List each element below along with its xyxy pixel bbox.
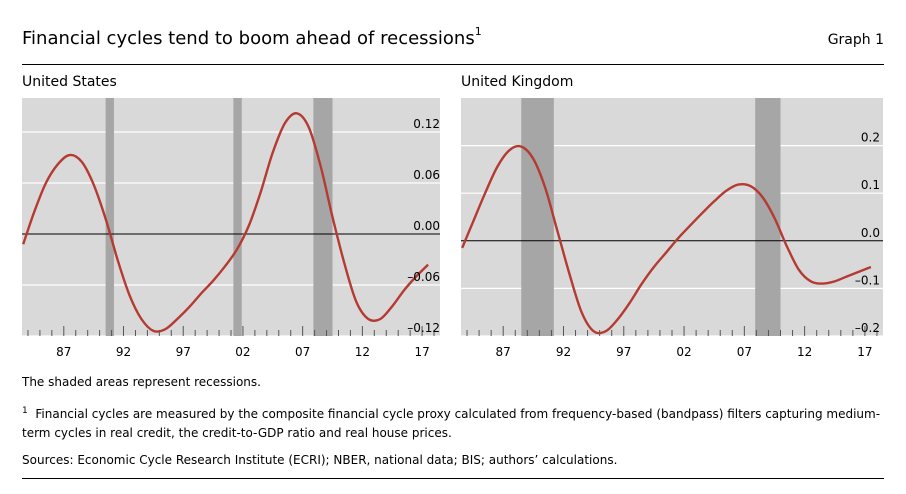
sources-note: Sources: Economic Cycle Research Institu… — [22, 453, 618, 467]
us-x-tick-label-2: 97 — [176, 345, 191, 359]
us-recession-band-2 — [313, 98, 333, 336]
uk-y-tick-label-1: 0.1 — [861, 178, 880, 192]
uk-y-tick-label-0: 0.2 — [861, 131, 880, 145]
us-series-line — [22, 112, 429, 333]
uk-series-line — [461, 144, 872, 335]
uk-y-tick-label-2: 0.0 — [861, 226, 880, 240]
uk-x-tick-label-4: 07 — [737, 345, 752, 359]
graph-title: Financial cycles tend to boom ahead of r… — [22, 25, 482, 49]
title-footnote-marker: 1 — [474, 25, 482, 38]
us-y-tick-label-1: 0.06 — [413, 168, 440, 182]
top-rule — [22, 64, 884, 65]
uk-x-tick-label-1: 92 — [556, 345, 571, 359]
uk-x-tick-label-2: 97 — [616, 345, 631, 359]
footnote-marker: 1 — [22, 406, 28, 416]
uk-x-tick-label-0: 87 — [496, 345, 511, 359]
uk-recession-band-0 — [521, 98, 554, 336]
graph-title-text: Financial cycles tend to boom ahead of r… — [22, 28, 475, 49]
uk-recession-band-1 — [755, 98, 781, 336]
us-x-tick-label-6: 17 — [414, 345, 429, 359]
us-y-tick-label-3: –0.06 — [407, 270, 440, 284]
shading-note: The shaded areas represent recessions. — [22, 375, 261, 389]
us-x-tick-label-0: 87 — [56, 345, 71, 359]
uk-x-tick-label-6: 17 — [857, 345, 872, 359]
charts-canvas: 0.12 0.06 0.00 –0.06 –0.12 87 92 97 02 07 12 17 0.2 0… — [22, 98, 883, 359]
us-recession-band-0 — [105, 98, 114, 336]
panel-title-us: United States — [22, 74, 117, 90]
graph-number: Graph 1 — [827, 32, 884, 48]
panel-title-uk: United Kingdom — [461, 74, 574, 90]
footnote-text: Financial cycles are measured by the com… — [22, 407, 881, 440]
bottom-rule — [22, 478, 884, 479]
us-y-tick-label-0: 0.12 — [413, 117, 440, 131]
us-x-tick-label-5: 12 — [355, 345, 370, 359]
uk-x-tick-label-3: 02 — [676, 345, 691, 359]
us-plot-area — [22, 98, 440, 336]
us-y-tick-label-2: 0.00 — [413, 219, 440, 233]
uk-x-tick-label-5: 12 — [797, 345, 812, 359]
uk-y-tick-label-3: –0.1 — [855, 273, 880, 287]
footnote: 1 Financial cycles are measured by the c… — [22, 402, 884, 443]
us-x-tick-label-1: 92 — [116, 345, 131, 359]
uk-y-tick-label-4: –0.2 — [855, 321, 880, 335]
us-recession-band-1 — [233, 98, 242, 336]
us-x-tick-label-3: 02 — [235, 345, 250, 359]
us-x-tick-label-4: 07 — [295, 345, 310, 359]
us-y-tick-label-4: –0.12 — [407, 321, 440, 335]
